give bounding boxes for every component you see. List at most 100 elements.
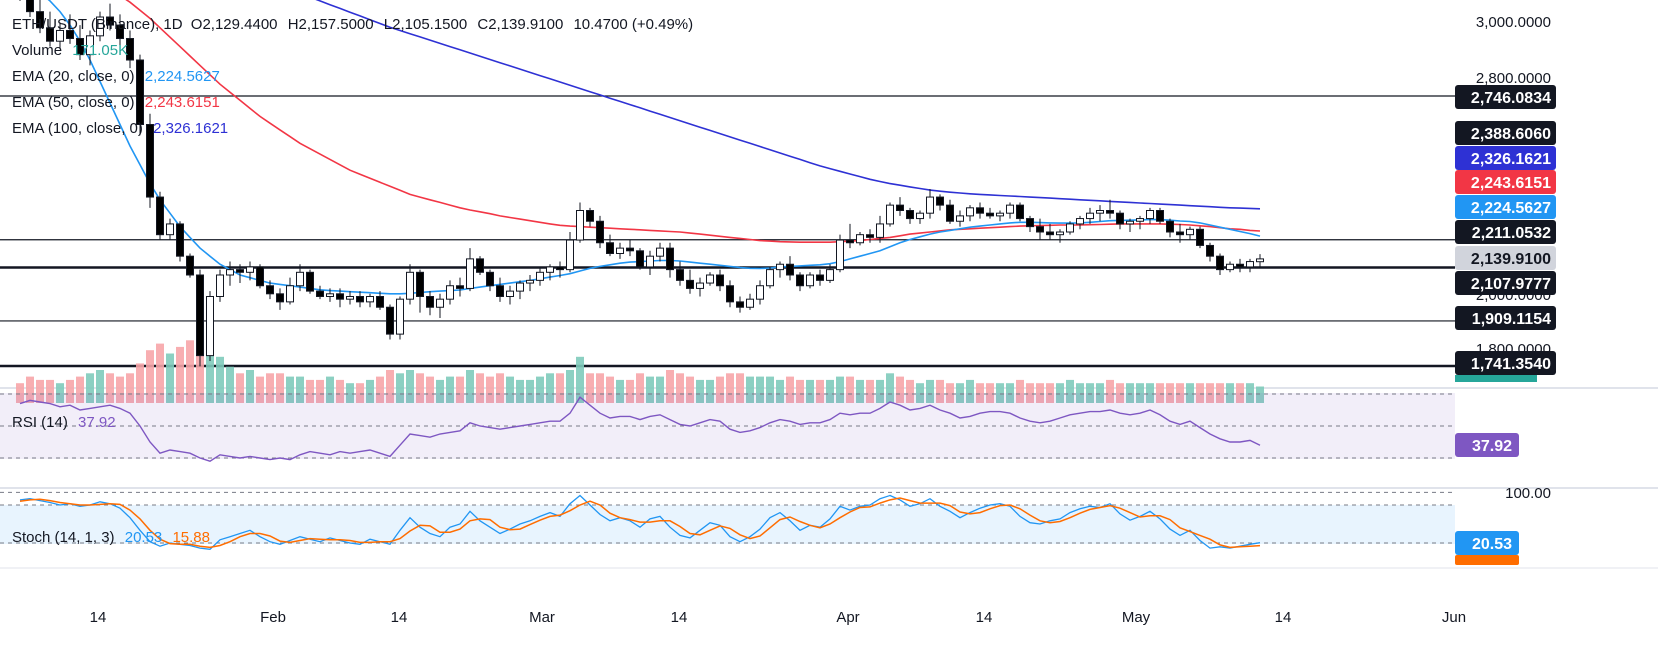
legend: ETH/USDT (Binance), 1D O2,129.4400 H2,15…	[12, 12, 693, 142]
candle-body	[986, 212, 994, 217]
volume-bar	[606, 376, 614, 403]
candle-body	[26, 0, 34, 13]
volume-bar	[46, 379, 54, 403]
candle-body	[846, 239, 854, 244]
candle-body	[886, 204, 894, 225]
volume-bar	[466, 370, 474, 403]
time-axis-label: 14	[671, 609, 688, 626]
volume-bar	[776, 379, 784, 403]
candle-body	[1156, 210, 1164, 222]
price-tag	[1455, 271, 1556, 295]
volume-bar	[666, 370, 674, 403]
volume-bar	[556, 373, 564, 403]
price-tag-label: 2,224.5627	[1471, 200, 1551, 217]
candle-body	[1046, 231, 1054, 236]
candle-body	[896, 204, 904, 212]
candle-body	[1146, 210, 1154, 220]
time-axis: 14 Feb 14 Mar 14 Apr 14 May 14 Jun	[0, 567, 1658, 626]
volume-bar	[1026, 383, 1034, 403]
candle-body	[1186, 228, 1194, 236]
candle-body	[926, 196, 934, 214]
candle-body	[946, 204, 954, 222]
legend-volume-row[interactable]: Volume 171.05K	[12, 38, 693, 64]
candle-body	[1206, 244, 1214, 257]
volume-bar	[506, 376, 514, 403]
volume-bar	[166, 353, 174, 403]
time-axis-label: 14	[1275, 609, 1292, 626]
price-tag	[1455, 220, 1556, 244]
volume-bar	[1236, 383, 1244, 403]
legend-ema50-row[interactable]: EMA (50, close, 0) 2,243.6151	[12, 90, 693, 116]
volume-bar	[306, 379, 314, 403]
volume-bar	[886, 373, 894, 403]
volume-bar	[1166, 383, 1174, 403]
volume-bar	[646, 376, 654, 403]
price-axis-label: 2,800.0000	[1476, 70, 1551, 87]
price-tag-label: 2,107.9777	[1471, 276, 1551, 293]
stoch-legend[interactable]: Stoch (14, 1, 3) 20.53 15.88	[12, 529, 210, 546]
candle-body	[856, 234, 864, 244]
volume-bar	[276, 373, 284, 403]
time-axis-label: 14	[976, 609, 993, 626]
candle-body	[1126, 220, 1134, 225]
volume-bar	[146, 350, 154, 403]
candle-body	[656, 247, 664, 257]
time-axis-label: May	[1122, 609, 1151, 626]
volume-bar	[426, 376, 434, 403]
stoch-pane	[0, 491, 1455, 550]
candle-body	[236, 269, 244, 273]
volume-bar	[906, 379, 914, 403]
price-tag	[1455, 351, 1556, 375]
volume-bar	[1136, 383, 1144, 403]
volume-bar	[896, 376, 904, 403]
volume-bar	[916, 383, 924, 403]
price-tag-label: 1,909.1154	[1472, 311, 1551, 328]
volume-bar	[1036, 383, 1044, 403]
volume-bar	[1186, 383, 1194, 403]
price-tag-label: 2,326.1621	[1471, 151, 1551, 168]
stoch-band	[0, 505, 1455, 544]
legend-ema100-row[interactable]: EMA (100, close, 0) 2,326.1621	[12, 116, 693, 142]
volume-bar	[226, 366, 234, 403]
stoch-label: Stoch (14, 1, 3)	[12, 529, 115, 546]
volume-bar	[566, 370, 574, 403]
candle-body	[1166, 220, 1174, 233]
stoch-axis-label: 100.00	[1505, 485, 1551, 502]
candle-body	[996, 212, 1004, 217]
volume-bar	[846, 376, 854, 403]
rsi-value: 37.92	[78, 414, 116, 431]
volume-bar	[716, 376, 724, 403]
candle-body	[276, 293, 284, 303]
volume-bar	[576, 356, 584, 403]
volume-bar	[56, 383, 64, 403]
volume-bar	[816, 379, 824, 403]
volume-value: 171.05K	[72, 42, 129, 59]
candle-body	[196, 274, 204, 357]
time-axis-label: 14	[90, 609, 107, 626]
candle-body	[1006, 204, 1014, 214]
candle-body	[1066, 223, 1074, 233]
candle-body	[546, 266, 554, 273]
symbol-title[interactable]: ETH/USDT (Binance), 1D	[12, 16, 183, 33]
candle-body	[46, 27, 54, 42]
candle-body	[1196, 228, 1204, 246]
volume-bar	[746, 376, 754, 403]
candle-body	[256, 266, 264, 287]
candle-body	[516, 282, 524, 292]
volume-bar	[1146, 383, 1154, 403]
rsi-legend[interactable]: RSI (14) 37.92	[12, 414, 116, 431]
volume-bar	[436, 379, 444, 403]
candle-body	[556, 266, 564, 271]
price-tag	[1455, 121, 1556, 145]
candle-body	[766, 269, 774, 287]
candle-body	[1096, 210, 1104, 214]
legend-ema20-row[interactable]: EMA (20, close, 0) 2,224.5627	[12, 64, 693, 90]
price-tag	[1455, 246, 1556, 270]
ohlc-open: O2,129.4400	[190, 16, 278, 33]
volume-bar	[446, 376, 454, 403]
volume-bar	[326, 376, 334, 403]
volume-bar	[726, 373, 734, 403]
ema20-label: EMA (20, close, 0)	[12, 68, 135, 85]
candle-body	[786, 263, 794, 276]
